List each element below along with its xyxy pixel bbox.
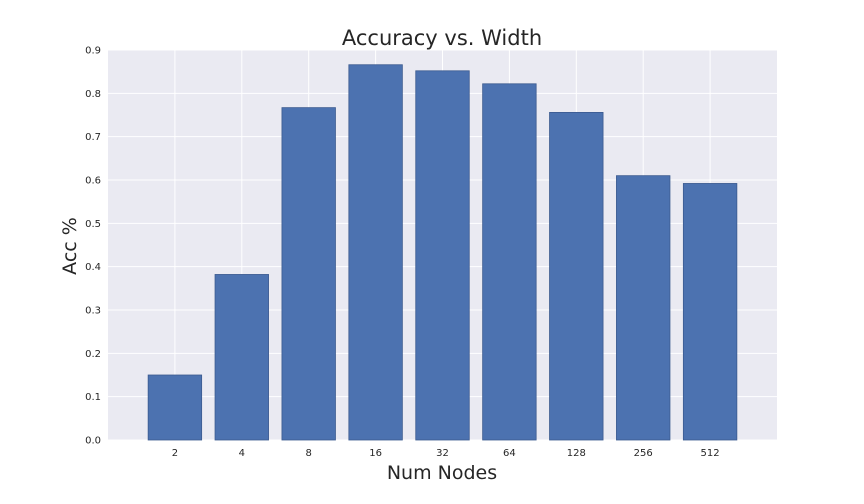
y-tick-label: 0.3 [85, 306, 101, 317]
x-tick-label: 128 [567, 448, 586, 459]
bar-128 [549, 112, 604, 441]
x-tick-label: 256 [634, 448, 653, 459]
bars [147, 64, 738, 441]
y-tick-label: 0.7 [85, 132, 101, 143]
y-tick-label: 0.8 [85, 89, 101, 100]
y-tick-label: 0.9 [85, 46, 101, 57]
bar-512 [682, 183, 738, 441]
chart-title: Accuracy vs. Width [342, 26, 542, 50]
bar-8 [281, 107, 336, 441]
y-tick-label: 0.2 [85, 349, 101, 360]
y-tick-label: 0.6 [85, 176, 101, 187]
y-tick-label: 0.5 [85, 219, 101, 230]
y-tick-label: 0.0 [85, 436, 101, 447]
bar-256 [616, 175, 671, 441]
x-tick-label: 2 [172, 448, 178, 459]
bar-2 [147, 374, 203, 441]
x-tick-label: 4 [239, 448, 245, 459]
x-tick-label: 8 [306, 448, 312, 459]
bar-16 [348, 64, 403, 441]
y-tick-label: 0.4 [85, 262, 101, 273]
x-tick-labels: 2 4 8 16 32 64 128 256 512 [172, 448, 720, 459]
y-axis-label: Acc % [59, 217, 81, 275]
bar-64 [482, 83, 537, 441]
x-tick-label: 16 [369, 448, 382, 459]
bar-32 [415, 70, 470, 441]
x-axis-label: Num Nodes [387, 462, 497, 484]
bar-4 [214, 274, 269, 441]
y-tick-labels: 0.0 0.1 0.2 0.3 0.4 0.5 0.6 0.7 0.8 0.9 [85, 46, 101, 447]
x-tick-label: 512 [701, 448, 720, 459]
y-tick-label: 0.1 [85, 392, 101, 403]
x-tick-label: 64 [503, 448, 516, 459]
x-tick-label: 32 [436, 448, 449, 459]
